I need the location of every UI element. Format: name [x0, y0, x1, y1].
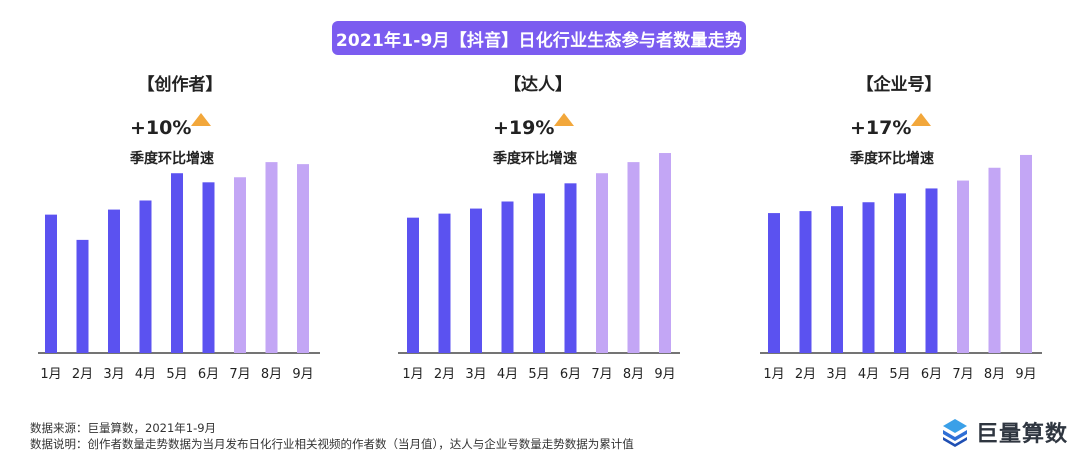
- panel-title-creators: 【创作者】: [137, 75, 223, 95]
- data-source-note: 数据来源：巨量算数，2021年1-9月: [30, 421, 217, 435]
- x-tick-label: 1月: [40, 367, 61, 382]
- x-tick-label: 9月: [292, 367, 313, 382]
- bar: [564, 183, 577, 353]
- bar: [988, 167, 1001, 353]
- x-tick-label: 3月: [103, 367, 124, 382]
- x-tick-label: 3月: [465, 367, 486, 382]
- logo: 巨量算数: [940, 415, 1068, 449]
- x-tick-label: 8月: [984, 367, 1005, 382]
- bar: [831, 206, 843, 353]
- bar: [501, 201, 514, 353]
- x-tick-label: 6月: [198, 367, 219, 382]
- x-tick-label: 7月: [591, 367, 612, 382]
- growth-label-creators: 季度环比增速: [130, 151, 214, 167]
- x-tick-label: 4月: [135, 367, 156, 382]
- bar: [234, 177, 246, 353]
- bar: [894, 193, 906, 353]
- x-tick-label: 6月: [921, 367, 942, 382]
- up-arrow-icon: [911, 113, 931, 126]
- panel-title-enterprise: 【企业号】: [856, 75, 942, 95]
- bar: [799, 211, 812, 353]
- x-tick-label: 7月: [952, 367, 973, 382]
- panel-title-influencers: 【达人】: [504, 75, 572, 95]
- x-tick-label: 4月: [858, 367, 879, 382]
- bar: [265, 162, 278, 353]
- x-tick-label: 7月: [229, 367, 250, 382]
- growth-label-influencers: 季度环比增速: [493, 151, 577, 167]
- layered-cube-icon: [943, 419, 967, 447]
- bar: [957, 180, 969, 353]
- growth-value-influencers: +19%: [493, 117, 555, 139]
- bar: [108, 209, 120, 353]
- bar: [407, 217, 419, 353]
- bar: [627, 162, 640, 353]
- chart-title: 2021年1-9月【抖音】日化行业生态参与者数量走势: [332, 21, 746, 55]
- x-tick-label: 2月: [795, 367, 816, 382]
- x-tick-label: 1月: [763, 367, 784, 382]
- x-tick-label: 5月: [889, 367, 910, 382]
- bar: [925, 188, 938, 353]
- bar: [76, 239, 89, 353]
- growth-label-enterprise: 季度环比增速: [850, 151, 934, 167]
- data-description-note: 数据说明：创作者数量走势数据为当月发布日化行业相关视频的作者数（当月值），达人与…: [30, 437, 634, 451]
- bar: [862, 202, 875, 353]
- x-tick-label: 5月: [166, 367, 187, 382]
- up-arrow-icon: [191, 113, 211, 126]
- x-tick-label: 5月: [528, 367, 549, 382]
- bar: [596, 173, 608, 353]
- growth-value-enterprise: +17%: [850, 117, 912, 139]
- x-tick-label: 9月: [654, 367, 675, 382]
- x-tick-label: 2月: [72, 367, 93, 382]
- x-tick-label: 9月: [1015, 367, 1036, 382]
- x-tick-label: 3月: [826, 367, 847, 382]
- bar: [139, 200, 152, 353]
- bar: [533, 193, 545, 353]
- bar: [297, 164, 309, 353]
- x-tick-label: 1月: [402, 367, 423, 382]
- x-tick-label: 8月: [261, 367, 282, 382]
- x-tick-label: 8月: [623, 367, 644, 382]
- bar: [45, 214, 57, 353]
- bar: [768, 213, 780, 353]
- bar: [659, 153, 671, 353]
- bar: [1020, 154, 1032, 353]
- logo-text: 巨量算数: [976, 422, 1069, 447]
- x-tick-label: 4月: [497, 367, 518, 382]
- x-tick-label: 2月: [434, 367, 455, 382]
- growth-value-creators: +10%: [130, 117, 192, 139]
- bar: [438, 213, 451, 353]
- up-arrow-icon: [554, 113, 574, 126]
- bar: [202, 182, 215, 353]
- bar: [470, 208, 482, 353]
- x-tick-label: 6月: [560, 367, 581, 382]
- bar: [171, 173, 183, 353]
